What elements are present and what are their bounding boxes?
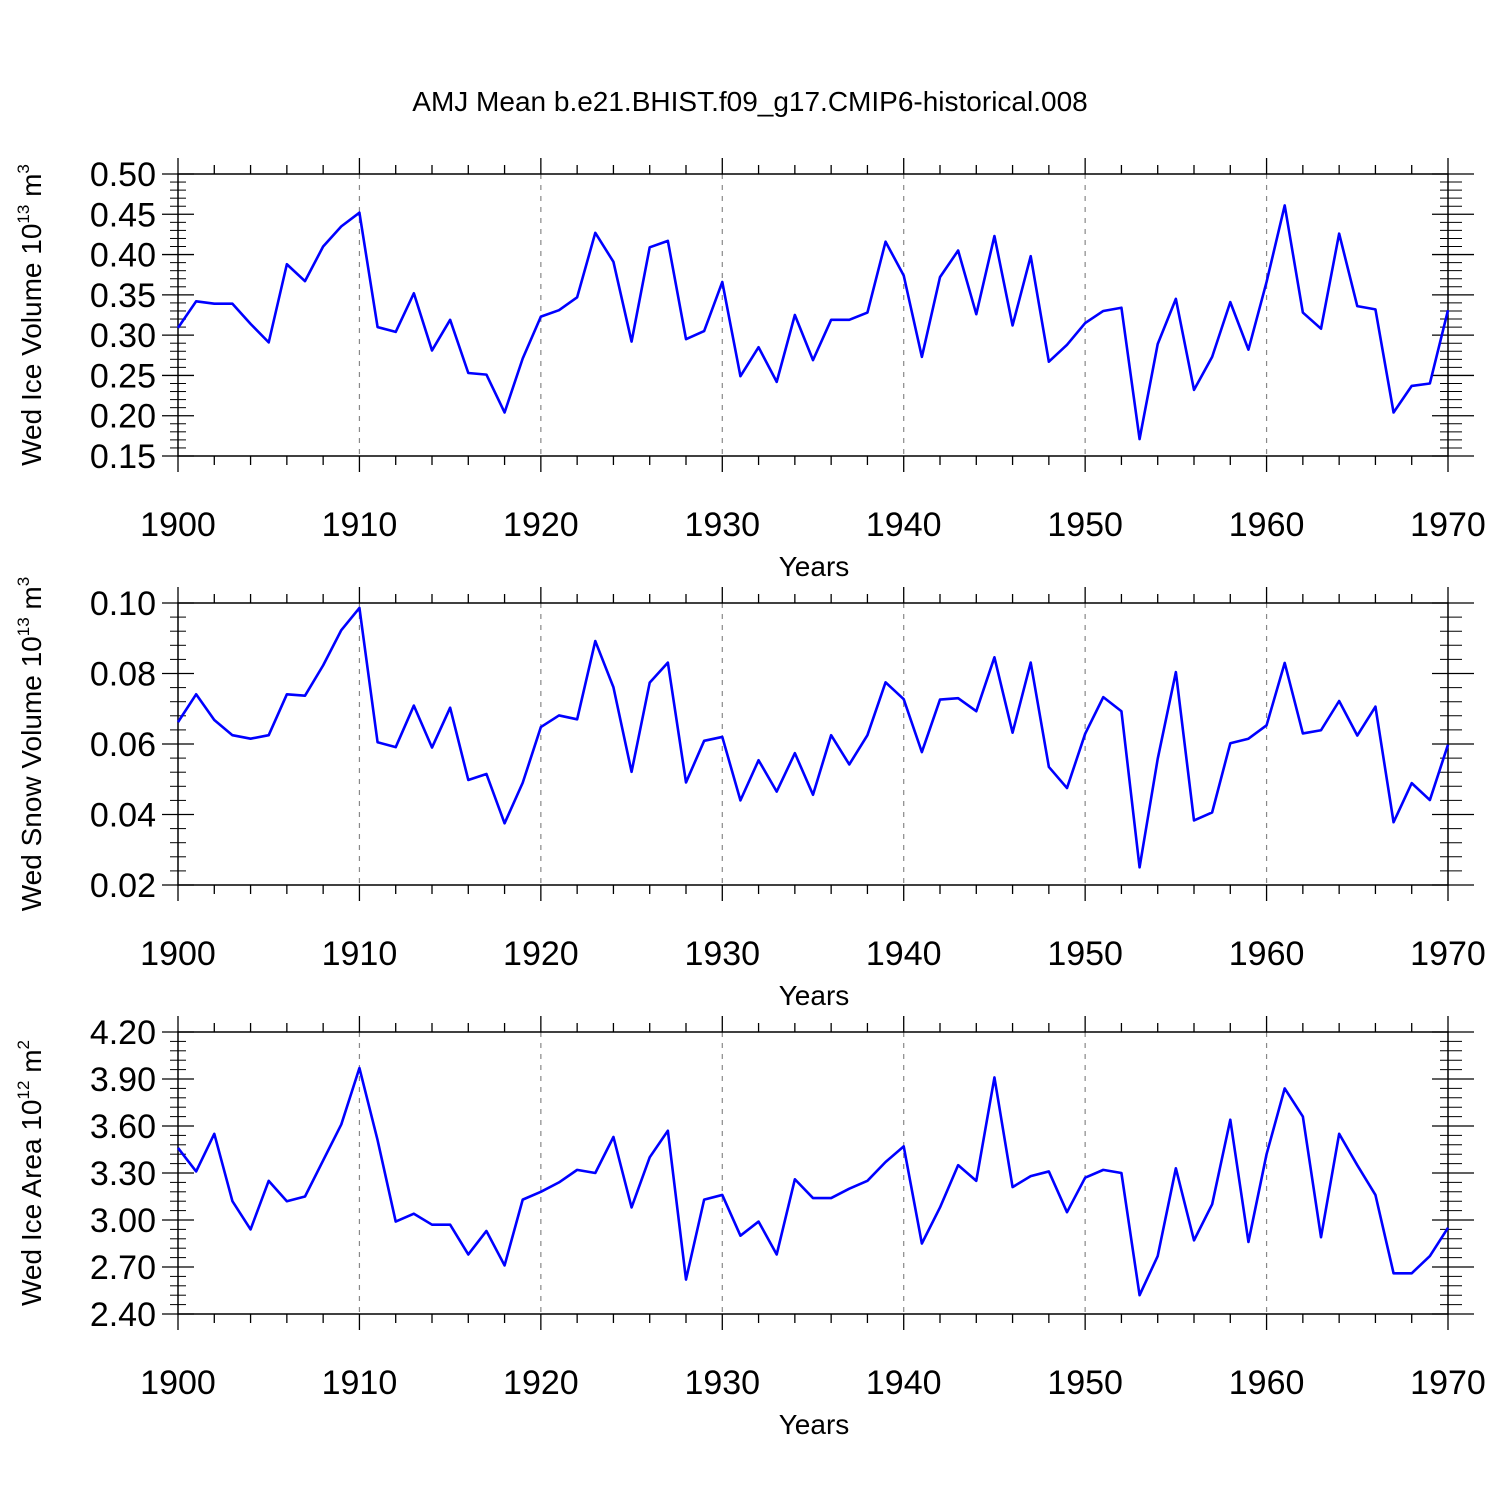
y-label-unit-exponent: 3 — [14, 164, 33, 173]
x-tick-label: 1970 — [1410, 506, 1486, 544]
y-tick-label: 0.15 — [90, 438, 156, 476]
y-tick-label: 0.45 — [90, 196, 156, 234]
y-label-exponent: 13 — [14, 205, 33, 224]
series-line — [176, 204, 1450, 441]
chart-panel-1: 1900 1910 1920 1930 1940 1950 1960 1970 0.500.45… — [14, 156, 1486, 582]
y-tick-label: 0.35 — [90, 277, 156, 315]
x-tick-label: 1920 — [503, 506, 579, 544]
y-tick-label: 0.02 — [90, 867, 156, 905]
series-line — [176, 1066, 1450, 1297]
y-axis-label: Wed Snow Volume 1013 m3 — [14, 577, 47, 911]
y-label-unit-exponent: 3 — [14, 577, 33, 586]
x-tick-label: 1920 — [503, 935, 579, 973]
x-axis-label: Years — [779, 551, 850, 582]
y-label-unit: m — [16, 174, 47, 205]
x-tick-label: 1940 — [866, 1364, 942, 1402]
y-tick-label: 0.30 — [90, 317, 156, 355]
y-label-unit: m — [16, 1049, 47, 1080]
x-axis-label: Years — [779, 980, 850, 1011]
x-tick-label: 1950 — [1047, 506, 1123, 544]
figure-title: AMJ Mean b.e21.BHIST.f09_g17.CMIP6-histo… — [412, 86, 1087, 117]
y-tick-label: 2.40 — [90, 1296, 156, 1334]
x-tick-label: 1900 — [140, 935, 216, 973]
y-tick-label: 4.20 — [90, 1014, 156, 1052]
y-tick-label: 0.40 — [90, 237, 156, 275]
x-tick-label: 1960 — [1229, 506, 1305, 544]
x-tick-label: 1910 — [322, 506, 398, 544]
chart-panel-2: 1900 1910 1920 1930 1940 1950 1960 1970 0.10 0.08… — [14, 577, 1486, 1011]
plot-frame — [177, 1031, 1449, 1315]
chart-panel-3: 1900 1910 1920 1930 1940 1950 1960 1970 4.20 3.90… — [14, 1014, 1486, 1440]
plot-frame — [177, 602, 1449, 886]
y-tick-label: 0.20 — [90, 398, 156, 436]
y-tick-label: 0.50 — [90, 156, 156, 194]
x-tick-label: 1970 — [1410, 935, 1486, 973]
y-tick-label: 3.90 — [90, 1061, 156, 1099]
y-tick-label: 3.00 — [90, 1202, 156, 1240]
y-label-main: Wed Ice Area 10 — [16, 1100, 47, 1307]
x-tick-label: 1920 — [503, 1364, 579, 1402]
x-tick-label: 1950 — [1047, 1364, 1123, 1402]
y-tick-label: 0.08 — [90, 656, 156, 694]
y-label-unit-exponent: 2 — [14, 1040, 33, 1049]
x-tick-label: 1970 — [1410, 1364, 1486, 1402]
y-label-main: Wed Ice Volume 10 — [16, 224, 47, 466]
x-tick-label: 1950 — [1047, 935, 1123, 973]
y-axis-label: Wed Ice Area 1012 m2 — [14, 1040, 47, 1306]
x-tick-label: 1930 — [684, 935, 760, 973]
x-tick-label: 1930 — [684, 1364, 760, 1402]
y-label-exponent: 13 — [14, 617, 33, 636]
x-tick-label: 1960 — [1229, 935, 1305, 973]
x-tick-label: 1910 — [322, 935, 398, 973]
y-tick-label: 0.10 — [90, 585, 156, 623]
x-tick-label: 1900 — [140, 506, 216, 544]
x-tick-label: 1910 — [322, 1364, 398, 1402]
series-line — [176, 606, 1450, 869]
y-tick-label: 0.04 — [90, 797, 156, 835]
x-tick-label: 1960 — [1229, 1364, 1305, 1402]
x-tick-label: 1930 — [684, 506, 760, 544]
y-tick-label: 2.70 — [90, 1249, 156, 1287]
y-tick-label: 0.06 — [90, 726, 156, 764]
y-label-main: Wed Snow Volume 10 — [16, 636, 47, 911]
x-axis-label: Years — [779, 1409, 850, 1440]
x-tick-label: 1940 — [866, 935, 942, 973]
y-tick-label: 0.25 — [90, 357, 156, 395]
y-tick-label: 3.60 — [90, 1108, 156, 1146]
y-label-unit: m — [16, 586, 47, 617]
chart-panels: 1900 1910 1920 1930 1940 1950 1960 1970 0.500.45… — [14, 156, 1486, 1440]
y-axis-label: Wed Ice Volume 1013 m3 — [14, 164, 47, 466]
x-tick-label: 1900 — [140, 1364, 216, 1402]
y-tick-label: 3.30 — [90, 1155, 156, 1193]
x-tick-label: 1940 — [866, 506, 942, 544]
y-label-exponent: 12 — [14, 1081, 33, 1100]
